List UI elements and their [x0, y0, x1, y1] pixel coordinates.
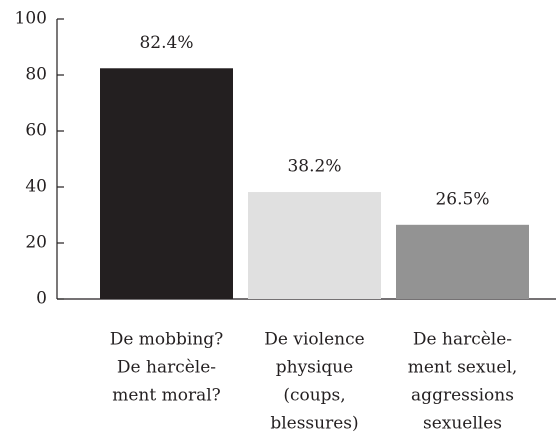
x-tick-label: De violence	[264, 330, 364, 350]
value-label: 82.4%	[139, 33, 193, 53]
x-tick-label: (coups,	[283, 386, 345, 406]
y-tick-label: 40	[25, 177, 47, 197]
x-tick-label: sexuelles	[423, 414, 502, 434]
y-tick-label: 20	[25, 233, 47, 253]
y-tick-label: 60	[25, 121, 47, 141]
x-tick-label: physique	[276, 358, 354, 378]
y-tick-label: 80	[25, 65, 47, 85]
x-tick-label: aggressions	[411, 386, 514, 406]
x-tick-label: ment moral?	[112, 386, 221, 406]
bar	[248, 192, 381, 299]
y-tick-label: 0	[36, 289, 47, 309]
value-label: 26.5%	[435, 189, 489, 209]
x-tick-label: De harcèle-	[413, 330, 512, 350]
value-label: 38.2%	[287, 157, 341, 177]
x-tick-label: ment sexuel,	[408, 358, 518, 378]
x-tick-label: De harcèle-	[117, 358, 216, 378]
y-tick-label: 100	[15, 9, 47, 29]
bar	[100, 68, 233, 299]
x-tick-label: blessures)	[270, 414, 358, 434]
bar	[396, 224, 529, 299]
x-tick-label: De mobbing?	[110, 330, 224, 350]
